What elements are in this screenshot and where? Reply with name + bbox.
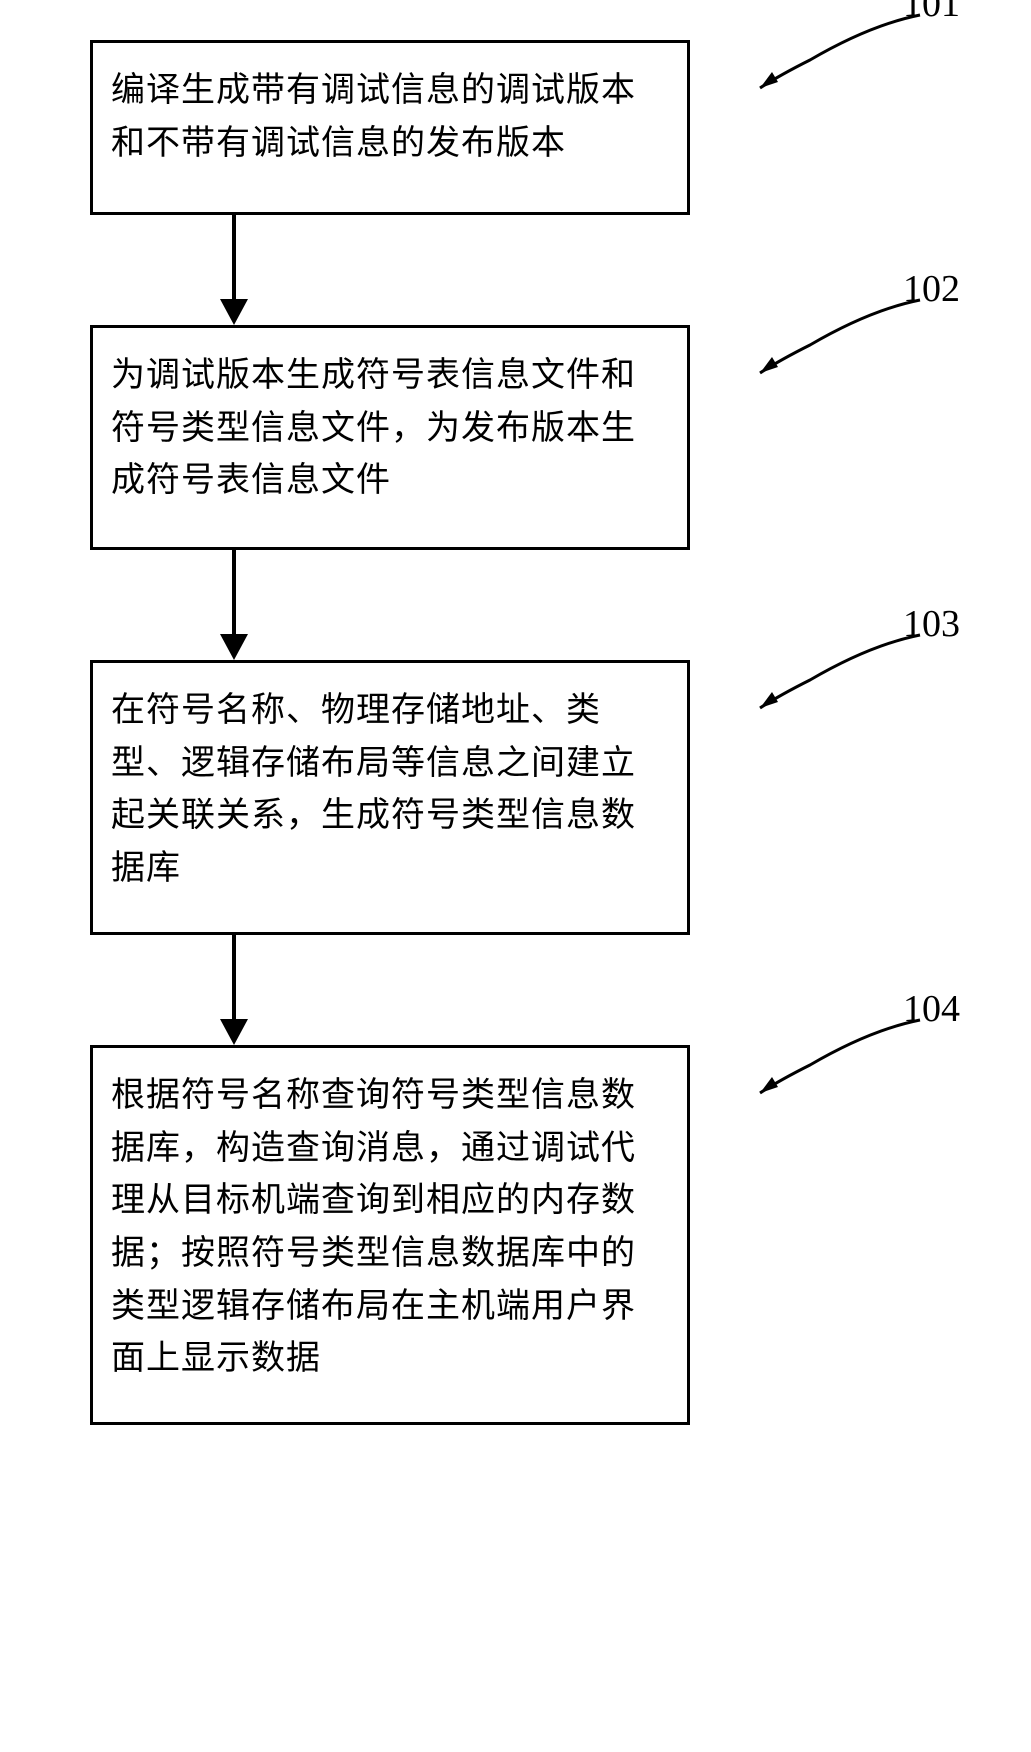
- arrow-connector: [220, 935, 248, 1045]
- arrow-connector: [220, 215, 248, 325]
- flowchart-node-103: 在符号名称、物理存储地址、类型、逻辑存储布局等信息之间建立起关联关系，生成符号类…: [90, 660, 690, 935]
- arrow-line: [232, 215, 236, 299]
- node-wrapper-103: 在符号名称、物理存储地址、类型、逻辑存储布局等信息之间建立起关联关系，生成符号类…: [90, 660, 690, 935]
- arrow-head-icon: [220, 634, 248, 660]
- node-text: 编译生成带有调试信息的调试版本和不带有调试信息的发布版本: [111, 65, 669, 170]
- node-wrapper-104: 根据符号名称查询符号类型信息数据库，构造查询消息，通过调试代理从目标机端查询到相…: [90, 1045, 690, 1425]
- arrow-head-icon: [220, 1019, 248, 1045]
- node-label: 101: [903, 0, 960, 26]
- node-wrapper-101: 编译生成带有调试信息的调试版本和不带有调试信息的发布版本 101: [90, 40, 690, 215]
- arrow-line: [232, 550, 236, 634]
- node-label: 104: [903, 987, 960, 1031]
- flowchart-node-102: 为调试版本生成符号表信息文件和符号类型信息文件，为发布版本生成符号表信息文件: [90, 325, 690, 550]
- label-pointer-104: 104: [750, 1015, 930, 1095]
- node-text: 为调试版本生成符号表信息文件和符号类型信息文件，为发布版本生成符号表信息文件: [111, 350, 669, 508]
- node-text: 根据符号名称查询符号类型信息数据库，构造查询消息，通过调试代理从目标机端查询到相…: [111, 1070, 669, 1386]
- label-pointer-101: 101: [750, 10, 930, 90]
- flowchart-node-104: 根据符号名称查询符号类型信息数据库，构造查询消息，通过调试代理从目标机端查询到相…: [90, 1045, 690, 1425]
- node-text: 在符号名称、物理存储地址、类型、逻辑存储布局等信息之间建立起关联关系，生成符号类…: [111, 685, 669, 896]
- node-label: 102: [903, 267, 960, 311]
- node-wrapper-102: 为调试版本生成符号表信息文件和符号类型信息文件，为发布版本生成符号表信息文件 1…: [90, 325, 690, 550]
- node-label: 103: [903, 602, 960, 646]
- label-pointer-102: 102: [750, 295, 930, 375]
- flowchart-container: 编译生成带有调试信息的调试版本和不带有调试信息的发布版本 101 为调试版本生成…: [90, 40, 690, 1425]
- label-pointer-103: 103: [750, 630, 930, 710]
- arrow-line: [232, 935, 236, 1019]
- arrow-connector: [220, 550, 248, 660]
- flowchart-node-101: 编译生成带有调试信息的调试版本和不带有调试信息的发布版本: [90, 40, 690, 215]
- arrow-head-icon: [220, 299, 248, 325]
